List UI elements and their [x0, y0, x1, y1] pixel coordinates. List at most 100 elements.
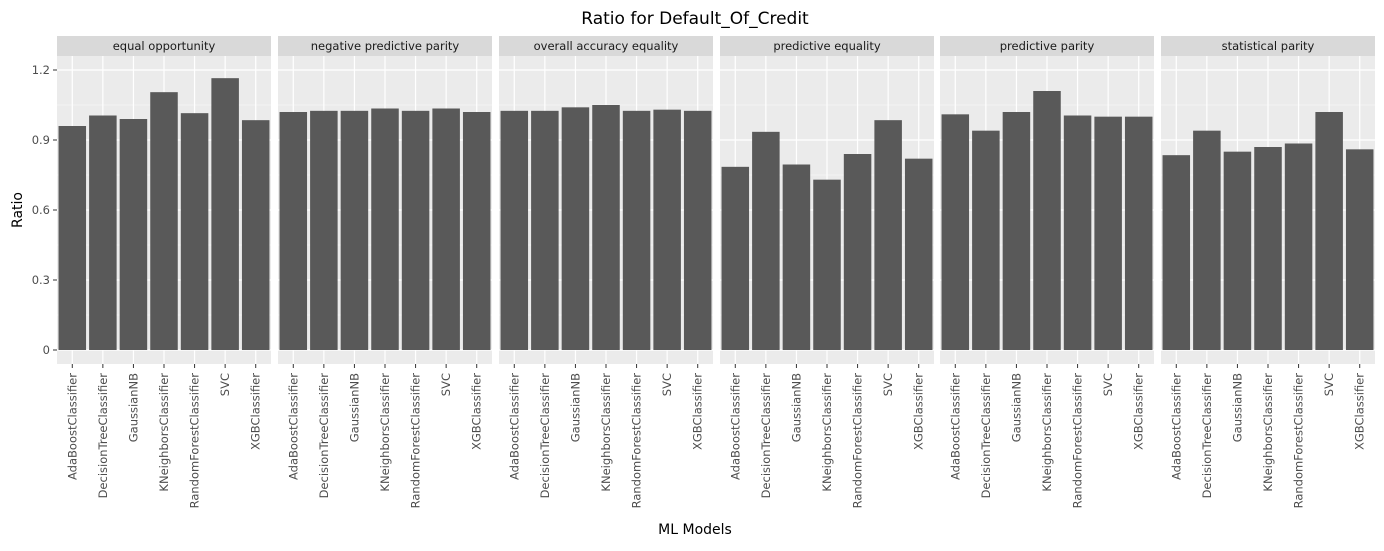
facet-strip: [57, 36, 271, 56]
bar: [310, 110, 338, 350]
x-tick-label: RandomForestClassifier: [630, 373, 644, 509]
bar: [1223, 151, 1252, 350]
x-tick-label: DecisionTreeClassifier: [759, 373, 773, 499]
bar: [89, 115, 117, 350]
bar: [340, 110, 369, 350]
facet-panel: negative predictive parity AdaBoostClassi…: [278, 36, 492, 508]
x-tick-label: GaussianNB: [1009, 373, 1023, 442]
x-tick-label: AdaBoostClassifier: [286, 373, 300, 480]
x-tick-label: RandomForestClassifier: [409, 373, 423, 509]
bar: [721, 166, 750, 350]
y-axis-label: Ratio: [10, 192, 26, 228]
x-tick-label: DecisionTreeClassifier: [317, 373, 331, 499]
facet-strip-label: equal opportunity: [113, 39, 216, 53]
facet-panel: statistical parity AdaBoostClassifier Deci…: [1161, 36, 1375, 508]
facet-panels: equal opportunity AdaBoostClassifier Decis…: [32, 36, 1375, 508]
bar: [622, 110, 651, 350]
bar: [1094, 116, 1122, 351]
facet-strip: [499, 36, 713, 56]
y-tick-label: 0: [43, 343, 50, 357]
bar: [1002, 112, 1031, 350]
x-tick-label: KNeighborsClassifier: [1040, 373, 1054, 492]
facet-strip-label: statistical parity: [1222, 39, 1315, 53]
x-tick-label: KNeighborsClassifier: [1261, 373, 1275, 492]
facet-panel: predictive parity AdaBoostClassifier Decis…: [940, 36, 1154, 508]
x-tick-label: XGBClassifier: [249, 373, 263, 450]
x-tick-label: RandomForestClassifier: [1292, 373, 1306, 509]
x-tick-label: GaussianNB: [347, 373, 361, 442]
bar: [119, 119, 148, 350]
bar: [531, 110, 559, 350]
bar: [150, 92, 178, 351]
facet-strip-label: negative predictive parity: [311, 39, 460, 53]
x-tick-label: AdaBoostClassifier: [728, 373, 742, 480]
bar: [561, 107, 590, 350]
bar: [904, 158, 933, 350]
x-tick-label: GaussianNB: [1230, 373, 1244, 442]
x-tick-label: AdaBoostClassifier: [1169, 373, 1183, 480]
x-tick-label: XGBClassifier: [1132, 373, 1146, 450]
bar: [752, 131, 780, 350]
x-tick-label: AdaBoostClassifier: [65, 373, 79, 480]
x-tick-label: XGBClassifier: [912, 373, 926, 450]
y-tick-label: 0.6: [32, 203, 50, 217]
facet-strip-label: predictive parity: [1000, 39, 1095, 53]
x-tick-label: DecisionTreeClassifier: [979, 373, 993, 499]
bar: [58, 126, 87, 350]
x-tick-label: KNeighborsClassifier: [820, 373, 834, 492]
bar: [1345, 149, 1374, 350]
x-tick-label: XGBClassifier: [470, 373, 484, 450]
bar: [211, 78, 239, 351]
x-tick-label: RandomForestClassifier: [851, 373, 865, 509]
bar: [1162, 155, 1191, 350]
x-tick-label: GaussianNB: [789, 373, 803, 442]
bar: [874, 120, 902, 351]
bar: [371, 108, 399, 350]
x-tick-label: KNeighborsClassifier: [599, 373, 613, 492]
bar: [683, 110, 712, 350]
x-tick-label: GaussianNB: [126, 373, 140, 442]
bar: [279, 112, 308, 350]
facet-panel: predictive equality AdaBoostClassifier Dec…: [720, 36, 934, 508]
x-tick-label: XGBClassifier: [691, 373, 705, 450]
bar: [592, 105, 620, 350]
x-tick-label: GaussianNB: [568, 373, 582, 442]
bar: [1284, 143, 1313, 350]
x-tick-label: XGBClassifier: [1353, 373, 1367, 450]
bar: [941, 114, 970, 350]
y-tick-label: 0.9: [32, 133, 50, 147]
x-tick-label: AdaBoostClassifier: [507, 373, 521, 480]
x-tick-label: RandomForestClassifier: [188, 373, 202, 509]
x-tick-label: DecisionTreeClassifier: [538, 373, 552, 499]
x-tick-label: AdaBoostClassifier: [948, 373, 962, 480]
bar: [1063, 115, 1092, 350]
facet-strip: [940, 36, 1154, 56]
chart-title: Ratio for Default_Of_Credit: [581, 9, 809, 29]
x-tick-label: SVC: [1322, 373, 1336, 396]
x-tick-label: KNeighborsClassifier: [378, 373, 392, 492]
x-tick-label: DecisionTreeClassifier: [96, 373, 110, 499]
facet-panel: equal opportunity AdaBoostClassifier Decis…: [32, 36, 271, 508]
bar: [653, 109, 681, 351]
bar: [1193, 130, 1221, 350]
bar: [1254, 147, 1282, 350]
facet-strip: [278, 36, 492, 56]
y-tick-label: 1.2: [32, 63, 50, 77]
bar: [782, 164, 811, 350]
facet-strip-label: overall accuracy equality: [534, 39, 679, 53]
bar: [1033, 91, 1061, 350]
bar: [241, 120, 270, 351]
facet-panel: overall accuracy equality AdaBoostClassif…: [499, 36, 713, 508]
y-tick-label: 0.3: [32, 273, 50, 287]
bar: [500, 110, 529, 350]
bar: [180, 113, 209, 351]
bar: [813, 179, 841, 350]
x-axis-label: ML Models: [658, 522, 732, 538]
facet-strip: [720, 36, 934, 56]
bar: [1315, 112, 1343, 350]
facet-strip: [1161, 36, 1375, 56]
bar: [432, 108, 460, 350]
bar: [462, 112, 491, 350]
